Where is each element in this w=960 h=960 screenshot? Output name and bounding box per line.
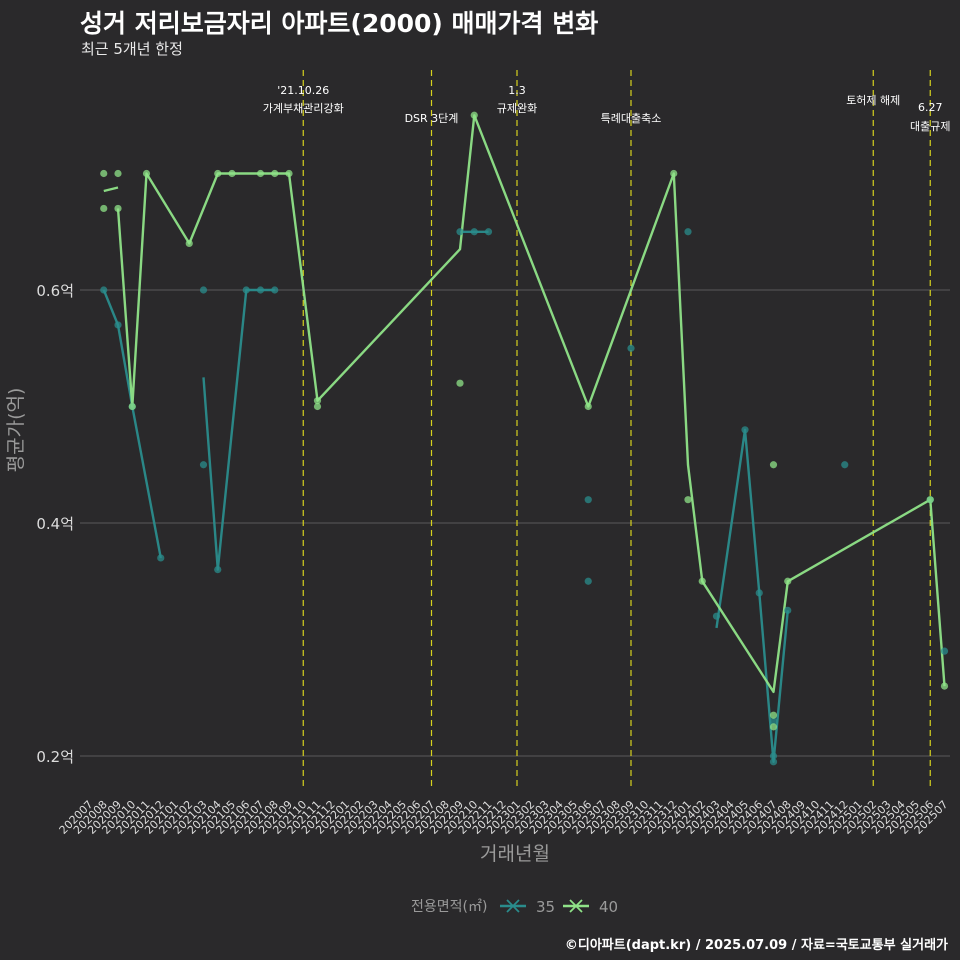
- legend-label: 40: [599, 898, 618, 916]
- data-point-40: [313, 397, 322, 405]
- data-point-35: [584, 496, 592, 504]
- data-point-40: [470, 111, 478, 119]
- y-axis-label: 평균가(억): [5, 388, 27, 473]
- data-point-40: [670, 169, 678, 178]
- data-point-35: [256, 286, 265, 294]
- data-point-35: [199, 286, 208, 294]
- chart-subtitle: 최근 5개년 한정: [81, 40, 183, 58]
- data-point-35: [712, 612, 721, 620]
- data-point-35: [769, 752, 778, 760]
- data-point-35: [271, 286, 279, 294]
- data-point-40: [100, 169, 108, 178]
- y-tick-label: 0.2억: [36, 748, 74, 766]
- event-annotation: 규제완화: [497, 102, 537, 115]
- data-point-35: [214, 566, 222, 574]
- event-annotation: 1.3: [508, 84, 526, 97]
- data-point-35: [684, 228, 692, 236]
- data-point-35: [484, 228, 493, 236]
- data-point-40: [926, 496, 934, 504]
- data-point-35: [242, 286, 250, 294]
- data-point-40: [698, 577, 706, 585]
- data-point-40: [128, 402, 136, 411]
- data-point-35: [456, 228, 464, 236]
- legend-key-cross: [506, 899, 520, 913]
- data-point-35: [755, 589, 763, 597]
- data-point-40: [313, 402, 322, 411]
- data-point-35: [784, 606, 792, 614]
- series-line-35: [202, 288, 275, 571]
- data-point-35: [470, 228, 478, 236]
- data-point-40: [769, 461, 778, 469]
- data-point-40: [769, 723, 778, 731]
- data-point-40: [185, 239, 193, 247]
- chart-title: 성거 저리보금자리 아파트(2000) 매매가격 변화: [80, 9, 599, 38]
- data-point-40: [100, 204, 108, 213]
- event-annotation: 6.27: [918, 101, 943, 114]
- data-point-35: [100, 286, 108, 294]
- data-point-40: [784, 577, 792, 585]
- data-point-40: [142, 169, 151, 178]
- data-point-40: [214, 169, 222, 178]
- series-line-40: [103, 186, 119, 193]
- data-point-40: [684, 496, 692, 504]
- event-annotation: 대출규제: [910, 120, 950, 133]
- legend-key-cross: [569, 899, 583, 913]
- series-line-35: [715, 428, 789, 763]
- data-point-40: [228, 169, 236, 178]
- data-point-35: [157, 554, 165, 562]
- data-point-40: [285, 169, 293, 178]
- y-tick-label: 0.4억: [36, 515, 74, 533]
- x-axis-label: 거래년월: [480, 843, 550, 865]
- data-point-40: [271, 169, 279, 178]
- legend: 전용면적(㎡) 35 40: [411, 898, 618, 916]
- data-point-35: [627, 344, 635, 352]
- y-tick-label: 0.6억: [36, 282, 74, 300]
- event-annotation: '21.10.26: [277, 84, 329, 97]
- data-point-35: [199, 461, 208, 469]
- series-points: [100, 111, 949, 766]
- data-point-40: [456, 379, 464, 387]
- data-point-40: [114, 169, 122, 178]
- data-point-40: [256, 169, 265, 178]
- data-point-35: [584, 577, 592, 585]
- event-annotation: 토허제 해제: [846, 93, 900, 107]
- event-annotation: 가계부채관리강화: [263, 102, 344, 115]
- series-line-40: [116, 114, 946, 694]
- data-point-35: [114, 321, 122, 329]
- event-annotation: DSR 3단계: [405, 112, 459, 125]
- series-line-35: [102, 289, 162, 559]
- data-point-35: [841, 461, 849, 469]
- data-point-35: [741, 426, 749, 434]
- data-point-40: [940, 682, 949, 690]
- data-point-35: [769, 758, 778, 766]
- series-lines: [102, 114, 946, 763]
- x-tick-labels: 2020072020082020092020102020112020122021…: [57, 798, 951, 837]
- data-point-35: [769, 717, 778, 725]
- grid-lines: [80, 289, 950, 757]
- event-annotation: 특례대출축소: [601, 112, 662, 125]
- chart-caption: ©디아파트(dapt.kr) / 2025.07.09 / 자료=국토교통부 실…: [564, 938, 948, 953]
- event-lines: [302, 70, 931, 790]
- legend-title: 전용면적(㎡): [411, 899, 487, 915]
- data-point-40: [769, 711, 778, 719]
- data-point-40: [114, 204, 122, 213]
- y-tick-labels: 0.2억 0.4억 0.6억: [36, 282, 74, 766]
- data-point-35: [940, 647, 949, 655]
- data-point-40: [584, 402, 592, 411]
- legend-label: 35: [536, 898, 555, 916]
